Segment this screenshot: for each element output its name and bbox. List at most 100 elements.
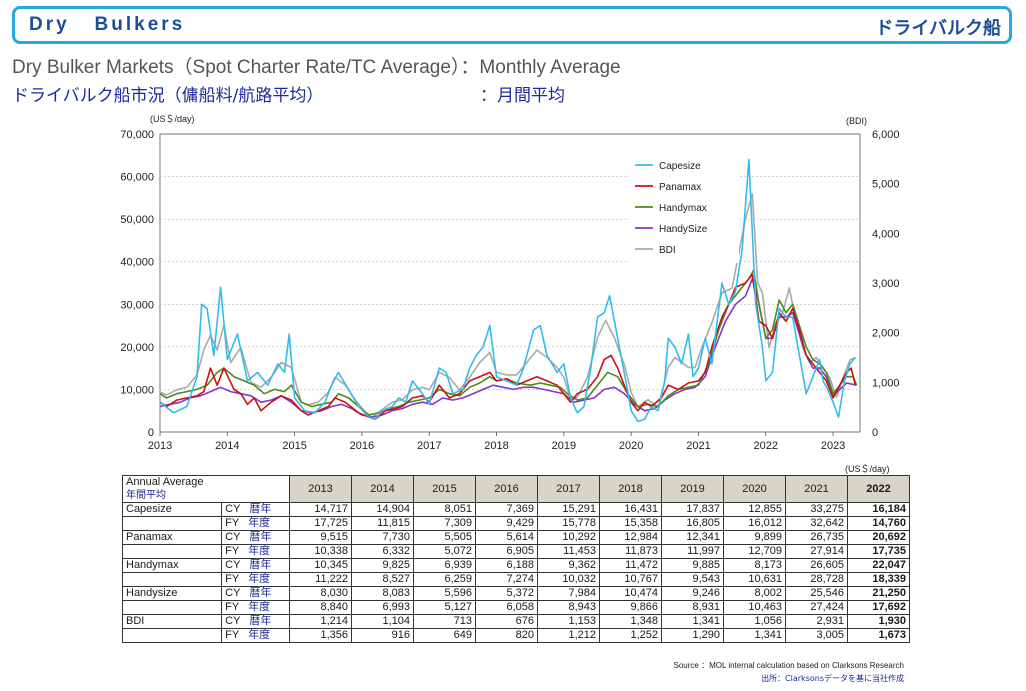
plot-frame	[159, 133, 861, 433]
table-row: Handymax CY 暦年 10,345 9,825 6,939 6,188 9,362 1…	[121, 558, 910, 573]
year-header: 2022	[847, 475, 910, 503]
y-left-unit: (US＄/day)	[150, 114, 195, 124]
table-cell: 10,767	[599, 572, 662, 587]
x-tick-label: 2013	[148, 440, 172, 452]
table-cell: 9,899	[723, 530, 786, 545]
table-cell: 6,259	[413, 572, 476, 587]
header-title: Dry Bulkers	[29, 14, 186, 35]
y-left-tick-label: 0	[148, 427, 154, 439]
row-period-jp: 暦年	[249, 587, 272, 599]
table-cell: 10,463	[723, 600, 786, 615]
line-chart: 0 10,000 20,000 30,000 40,000 50,000 60,000 70,…	[120, 114, 900, 452]
table-cell: 16,805	[661, 516, 724, 531]
table-row: FY 年度 17,725 11,815 7,309 9,429 15,778 15,358 1…	[121, 516, 910, 531]
row-period-jp: 暦年	[249, 531, 272, 543]
table-cell: 15,291	[537, 502, 600, 517]
table-cell: 8,173	[723, 558, 786, 573]
table-cell: 28,728	[785, 572, 848, 587]
table-cell: 8,840	[289, 600, 352, 615]
row-period-jp: 暦年	[249, 559, 272, 571]
table-cell: 5,072	[413, 544, 476, 559]
y-right-tick-label: 6,000	[872, 129, 900, 141]
table-cell: 7,309	[413, 516, 476, 531]
table-row: FY 年度 8,840 6,993 5,127 6,058 8,943 9,866 8,931…	[121, 600, 910, 615]
row-period-code: CY	[225, 559, 241, 571]
header-title-jp: ドライバルク船	[875, 18, 1001, 39]
table-cell: 1,104	[351, 614, 414, 629]
table-cell: 10,474	[599, 586, 662, 601]
table-cell: 26,605	[785, 558, 848, 573]
table-cell: 11,873	[599, 544, 662, 559]
table-cell: 11,453	[537, 544, 600, 559]
table-cell: 8,051	[413, 502, 476, 517]
table-cell: 1,341	[723, 628, 786, 643]
table-cell: 1,214	[289, 614, 352, 629]
legend-label: BDI	[659, 245, 676, 256]
table-cell: 15,778	[537, 516, 600, 531]
row-period-code: FY	[225, 601, 240, 613]
x-tick-label: 2016	[350, 440, 374, 452]
year-header: 2019	[661, 475, 724, 503]
table-cell: 10,345	[289, 558, 352, 573]
row-period-jp: 年度	[248, 545, 271, 557]
row-period: FY 年度	[221, 572, 290, 587]
table-cell: 12,341	[661, 530, 724, 545]
table-cell: 14,717	[289, 502, 352, 517]
table-row: Handysize CY 暦年 8,030 8,083 5,596 5,372 7,984 1…	[121, 586, 910, 601]
row-period-code: CY	[225, 531, 241, 543]
row-period: CY 暦年	[221, 502, 290, 517]
legend-label: Capesize	[659, 161, 701, 172]
x-tick-label: 2019	[552, 440, 576, 452]
table-cell: 676	[475, 614, 538, 629]
row-period-jp: 年度	[248, 629, 271, 641]
series-line-capesize	[159, 158, 856, 423]
table-cell: 6,188	[475, 558, 538, 573]
table-cell: 916	[351, 628, 414, 643]
table-row: FY 年度 11,222 8,527 6,259 7,274 10,032 10,767 9,…	[121, 572, 910, 587]
y-left-tick-label: 30,000	[120, 299, 154, 311]
table-cell: 1,348	[599, 614, 662, 629]
table-cell: 8,083	[351, 586, 414, 601]
row-period: CY 暦年	[221, 614, 290, 629]
table-header-row: Annual Average 年間平均 2013 2014 2015 2016 …	[122, 475, 910, 503]
table-cell: 6,332	[351, 544, 414, 559]
table-cell: 6,993	[351, 600, 414, 615]
series-line-handysize	[159, 277, 857, 418]
series-line-panamax	[159, 273, 857, 420]
y-right-tick-label: 1,000	[872, 377, 900, 389]
table-cell: 2,931	[785, 614, 848, 629]
table-cell: 11,997	[661, 544, 724, 559]
table-cell: 15,358	[599, 516, 662, 531]
row-period-jp: 年度	[248, 601, 271, 613]
row-period-jp: 暦年	[249, 503, 272, 515]
row-period-code: CY	[225, 503, 241, 515]
table-cell: 713	[413, 614, 476, 629]
x-tick-label: 2014	[215, 440, 239, 452]
table-cell: 10,032	[537, 572, 600, 587]
series-line-bdi	[159, 192, 856, 418]
source-note-jp: 出所：Clarksonsデータを基に当社作成	[761, 674, 904, 683]
row-period-code: CY	[225, 615, 241, 627]
y-right-tick-label: 5,000	[872, 179, 900, 191]
table-cell: 1,341	[661, 614, 724, 629]
table-cell: 10,338	[289, 544, 352, 559]
subtitle-japanese-monthly: ：月間平均	[480, 86, 565, 106]
row-period: CY 暦年	[221, 558, 290, 573]
row-period-code: FY	[225, 573, 240, 585]
table-cell: 9,825	[351, 558, 414, 573]
y-left-tick-label: 70,000	[120, 129, 154, 141]
row-period: FY 年度	[221, 628, 290, 643]
table-cell: 11,472	[599, 558, 662, 573]
table-cell: 5,596	[413, 586, 476, 601]
y-right-unit: (BDI)	[846, 116, 867, 126]
table-cell: 5,505	[413, 530, 476, 545]
table-row: FY 年度 1,356 916 649 820 1,212 1,252 1,290 1,341 3…	[121, 628, 910, 643]
year-header: 2016	[475, 475, 538, 503]
y-right-tick-label: 4,000	[872, 228, 900, 240]
row-period: FY 年度	[221, 544, 290, 559]
row-period-code: FY	[225, 545, 240, 557]
table-cell: 33,275	[785, 502, 848, 517]
row-period-code: CY	[225, 587, 241, 599]
table-row: FY 年度 10,338 6,332 5,072 6,905 11,453 11,873 11…	[121, 544, 910, 559]
year-header: 2015	[413, 475, 476, 503]
